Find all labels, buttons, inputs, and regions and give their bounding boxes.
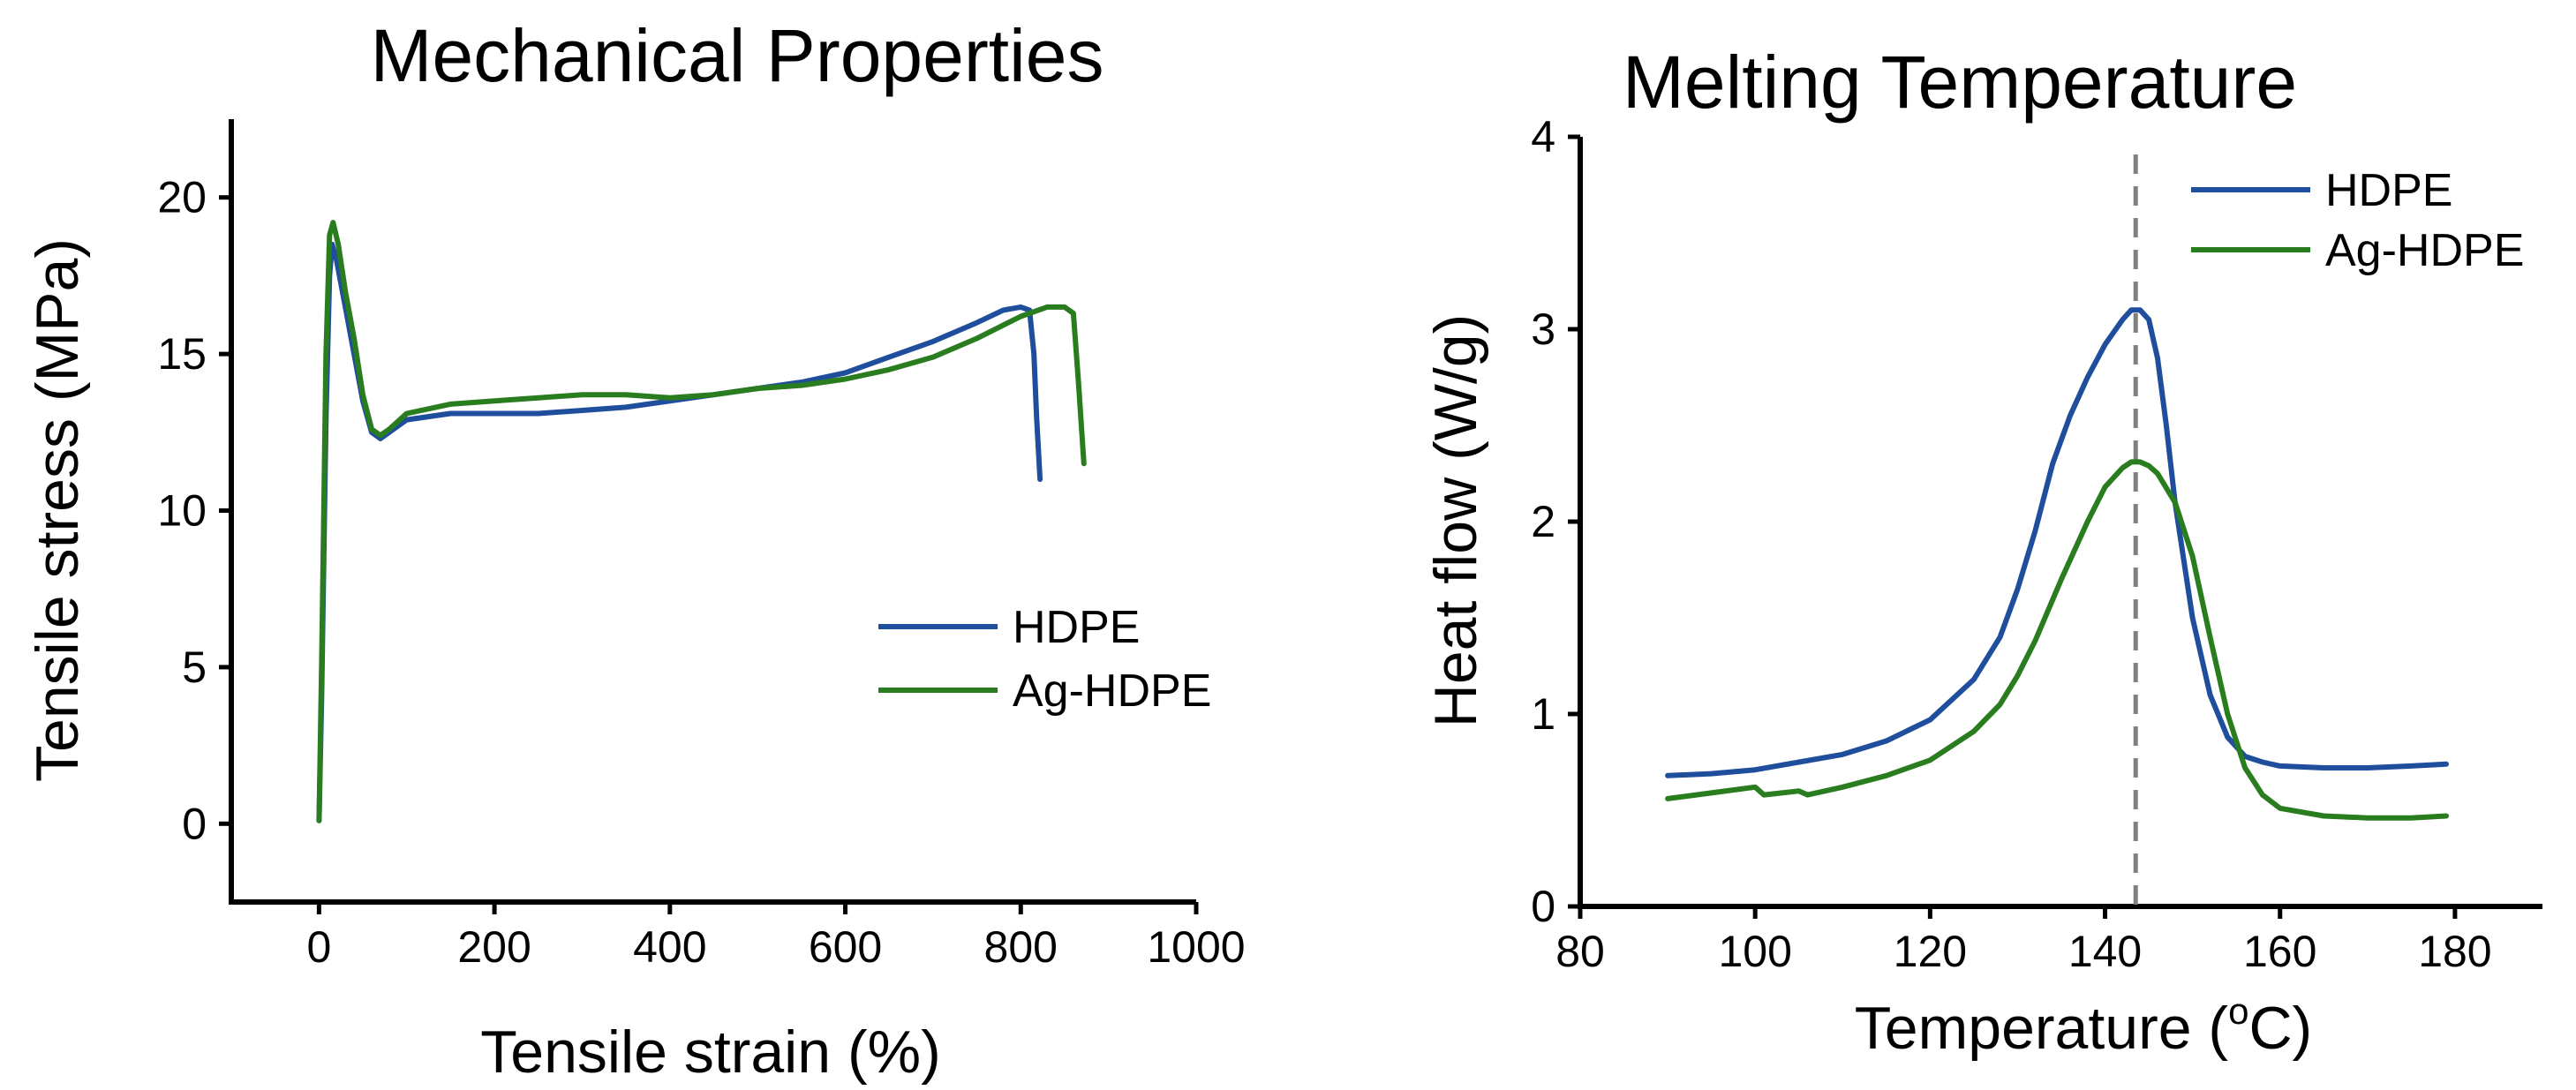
x-axis-label-main: Temperature ( [1855, 995, 2229, 1062]
x-tick-label: 100 [1718, 927, 1791, 976]
x-tick-label: 600 [809, 922, 882, 972]
legend-label-ag-hdpe: Ag-HDPE [1013, 665, 1211, 717]
x-tick-label: 160 [2243, 927, 2316, 976]
x-tick-label: 200 [457, 922, 531, 972]
y-tick-label: 10 [157, 486, 207, 536]
y-axis-label: Heat flow (W/g) [1422, 314, 1489, 728]
chart-title: Mechanical Properties [370, 14, 1103, 97]
series-group [316, 220, 1087, 823]
mechanical-properties-chart: Mechanical Properties Tensile stress (MP… [24, 14, 1246, 1086]
y-tick-label: 4 [1531, 112, 1555, 162]
series-line-hdpe [316, 241, 1043, 823]
series-group [1665, 307, 2449, 821]
melting-temperature-chart: Melting Temperature Heat flow (W/g) Temp… [1422, 41, 2542, 1062]
legend: HDPE Ag-HDPE [878, 602, 1211, 717]
y-tick-label: 3 [1531, 304, 1555, 354]
legend-label-hdpe: HDPE [2325, 165, 2452, 216]
tick-group: 80 100 120 140 160 180 0 1 2 3 4 [1531, 112, 2491, 976]
legend-label-ag-hdpe: Ag-HDPE [2325, 225, 2524, 276]
legend-label-hdpe: HDPE [1013, 602, 1140, 653]
chart-title: Melting Temperature [1623, 41, 2297, 124]
x-tick-label: 1000 [1147, 922, 1245, 972]
y-tick-label: 0 [1531, 882, 1555, 931]
x-axis-label-tail: C) [2248, 995, 2312, 1062]
x-tick-label: 180 [2418, 927, 2491, 976]
x-tick-label: 120 [1894, 927, 1967, 976]
x-tick-label: 80 [1555, 927, 1605, 976]
x-tick-label: 400 [633, 922, 706, 972]
x-axis-label-superscript: o [2228, 990, 2248, 1032]
y-axis-label: Tensile stress (MPa) [24, 238, 91, 782]
x-tick-label: 140 [2068, 927, 2142, 976]
tick-group: 0 200 400 600 800 1000 0 5 10 15 20 [157, 173, 1245, 972]
x-tick-label: 0 [306, 922, 331, 972]
y-tick-label: 20 [157, 173, 207, 222]
y-tick-label: 1 [1531, 689, 1555, 739]
y-tick-label: 2 [1531, 497, 1555, 546]
y-tick-label: 15 [157, 329, 207, 379]
legend: HDPE Ag-HDPE [2191, 165, 2524, 276]
series-line-ag-hdpe [316, 220, 1087, 823]
x-tick-label: 800 [984, 922, 1058, 972]
x-axis-label: Temperature (oC) [1855, 990, 2312, 1062]
x-axis-label: Tensile strain (%) [480, 1019, 941, 1086]
y-tick-label: 5 [182, 643, 207, 692]
series-line-hdpe [1665, 307, 2449, 778]
y-tick-label: 0 [182, 799, 207, 848]
series-line-ag-hdpe [1665, 459, 2449, 821]
